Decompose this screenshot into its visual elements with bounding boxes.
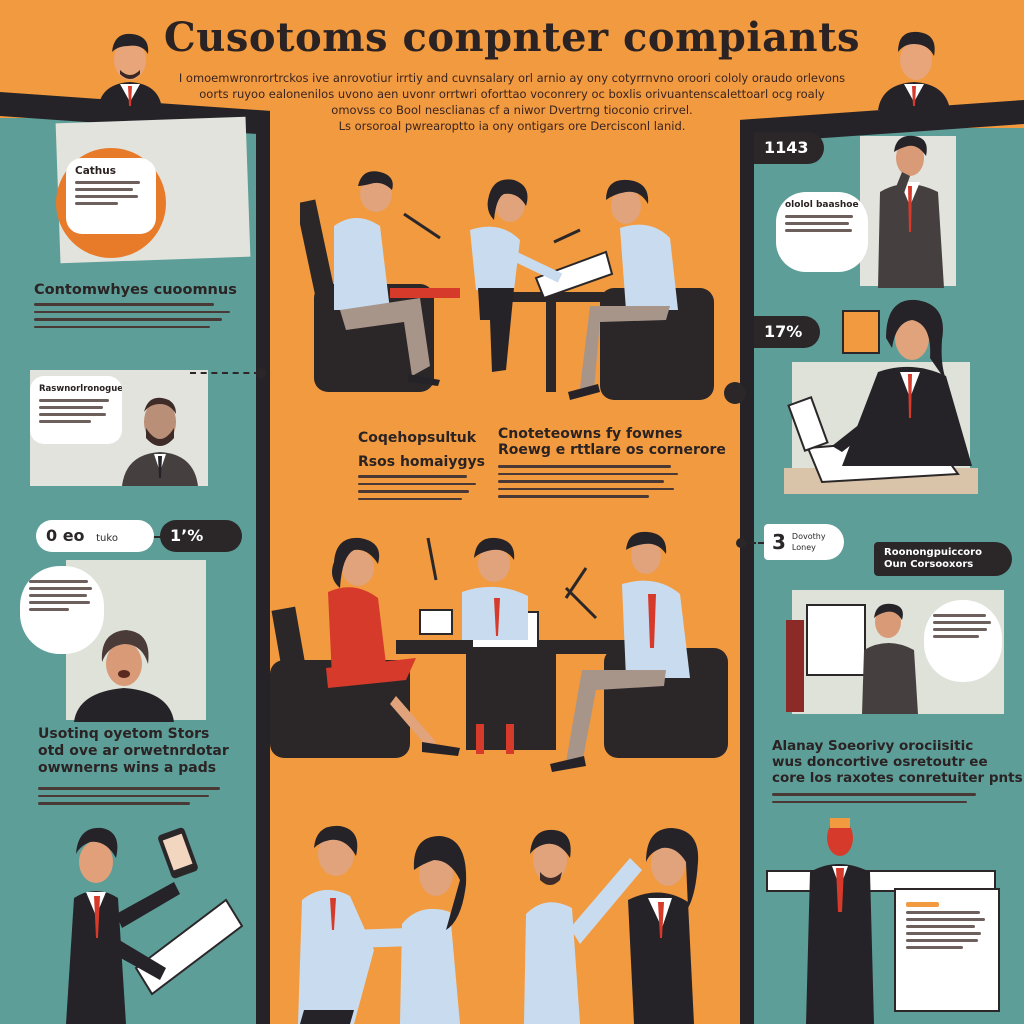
center-heading-left: Coqehopsultuk Rsos homaiygys	[358, 426, 485, 474]
bubble-left-mid: Raswnorlronoguet	[30, 376, 122, 444]
heading-line: Usotinq oyetom Stors	[38, 726, 210, 742]
subtitle-line: Ls orsoroal pwrearoptto ia ony ontigars …	[338, 119, 686, 133]
right-document	[894, 888, 1000, 1012]
step-label: Dovothy Loney	[772, 527, 836, 553]
body-text-lines	[358, 475, 476, 500]
subtitle-line: I omoemwronrortrckos ive anrovotiur irrt…	[178, 71, 846, 85]
heading-line: Cnoteteowns fy fownes	[498, 426, 683, 442]
callout-title: Cathus	[75, 165, 117, 177]
stat-value: 1’%	[170, 526, 204, 545]
right-step-pill: 3 Dovothy Loney	[764, 524, 844, 560]
right-section-heading: Alanay Soeorivy orociisitic wus doncorti…	[772, 738, 1023, 786]
woman-desk-figure	[782, 298, 978, 498]
header-portrait-right	[872, 22, 956, 110]
bubble-right-lower	[924, 600, 1002, 682]
right-stat-tag: 17%	[754, 316, 820, 348]
bubble-text-lines	[29, 580, 95, 611]
man-whiteboard-figure	[858, 600, 922, 714]
document-text-lines	[906, 902, 988, 949]
connector-dashed-line	[190, 372, 260, 374]
stat-pill-left: 0 eo tuko	[36, 520, 154, 552]
right-label-tag: Roonongpuiccoro Oun Corsooxors	[874, 542, 1012, 576]
step-label-line: Dovothy	[791, 532, 826, 541]
meeting-scene-top	[300, 170, 730, 420]
man-folder-figure	[56, 818, 246, 1024]
bubble-right-top-title: ololol baashoe	[785, 200, 859, 210]
meeting-scene-bottom	[266, 528, 736, 778]
heading-line: owwnerns wins a pads	[38, 760, 217, 776]
page-subtitle: I omoemwronrortrckos ive anrovotiur irrt…	[176, 70, 848, 134]
right-mid-note	[842, 310, 880, 354]
left-section-heading: Contomwhyes cuoomnus	[34, 282, 237, 298]
bubble-text-lines	[933, 614, 993, 638]
heading-line: Coqehopsultuk	[358, 430, 477, 446]
stat-pill-right: 1’%	[160, 520, 242, 552]
bubble-right-top: ololol baashoe	[776, 192, 868, 272]
right-lower-whiteboard	[806, 604, 866, 676]
heading-line: wus doncortive osretoutr ee	[772, 754, 988, 770]
right-connector-dot	[736, 538, 746, 548]
right-connector-dashed-line	[742, 542, 772, 544]
bubble-left-mid-title: Raswnorlronoguet	[39, 384, 122, 394]
callout-text-lines	[75, 181, 147, 205]
connector-dot	[256, 368, 266, 378]
heading-line: Alanay Soeorivy orociisitic	[772, 738, 974, 754]
step-value: 3	[772, 530, 786, 554]
man-thinking-figure	[872, 132, 952, 288]
header-portrait-left	[90, 22, 170, 110]
left-lower-heading: Usotinq oyetom Stors otd ove ar orwetnrd…	[38, 726, 229, 777]
subtitle-line: oorts ruyoo ealonenilos uvono aen uvonr …	[199, 87, 825, 101]
body-text-lines	[38, 787, 228, 805]
left-section-body	[34, 298, 230, 333]
conversation-scene-right	[510, 818, 720, 1024]
tag-line: Roonongpuiccoro	[884, 547, 982, 558]
woman-phone-figure	[72, 618, 176, 722]
step-label-line: Loney	[791, 543, 816, 552]
body-text-lines	[34, 303, 230, 328]
heading-line: Rsos homaiygys	[358, 454, 485, 470]
stat-value: 0 eo	[46, 526, 85, 545]
heading-line: Roewg e rttlare os cornerore	[498, 442, 726, 458]
heading-line: core los raxotes conretuiter pnts	[772, 770, 1023, 786]
left-lower-body	[38, 782, 228, 810]
tag-line: Oun Corsooxors	[884, 559, 974, 570]
right-lower-book	[786, 620, 804, 712]
stat-suffix: tuko	[96, 533, 118, 544]
center-heading-right: Cnoteteowns fy fownes Roewg e rttlare os…	[498, 426, 726, 458]
right-frame-edge	[740, 125, 754, 1024]
center-dot	[724, 382, 746, 404]
bubble-left-lower	[20, 566, 104, 654]
conversation-scene-left	[290, 820, 500, 1024]
subtitle-line: omovss co Bool nesclianas cf a niwor Dve…	[331, 103, 693, 117]
center-body-left	[358, 470, 476, 505]
heading-line: otd ove ar orwetnrdotar	[38, 743, 229, 759]
bubble-text-lines	[785, 215, 859, 232]
right-number-tag: 1143	[754, 132, 824, 164]
page-title: Cusotoms conpnter compiants	[163, 14, 861, 61]
body-text-lines	[772, 793, 984, 803]
right-section-body	[772, 788, 984, 808]
center-body-right	[498, 460, 678, 503]
man-podium-figure	[800, 812, 880, 1024]
bald-man-figure	[118, 388, 202, 486]
left-frame-edge	[256, 125, 270, 1024]
callout-top-left: Cathus	[66, 158, 156, 234]
bubble-text-lines	[39, 399, 113, 423]
body-text-lines	[498, 465, 678, 498]
